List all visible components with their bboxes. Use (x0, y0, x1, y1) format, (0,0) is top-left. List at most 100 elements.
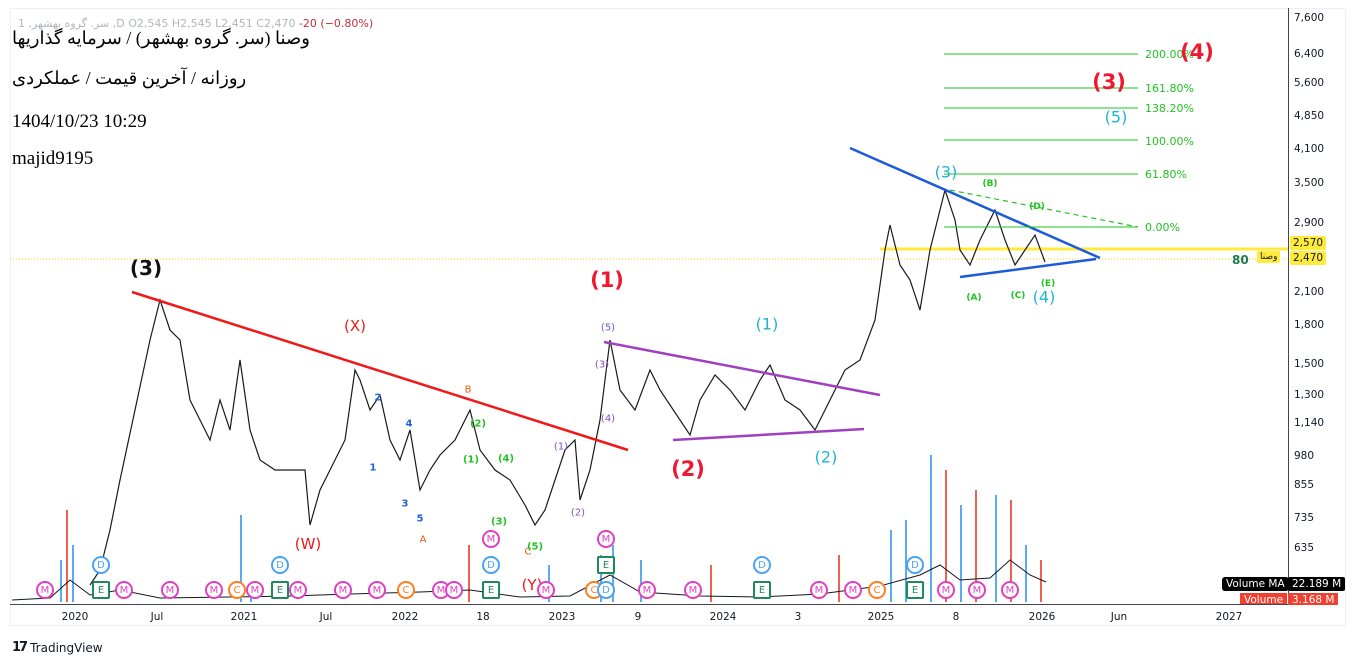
high-value: H2,545 (171, 17, 212, 30)
event-marker-m[interactable]: M (537, 581, 555, 599)
event-marker-m[interactable]: M (445, 581, 463, 599)
event-marker-e[interactable]: E (753, 581, 771, 599)
time-tick: Jul (150, 611, 164, 623)
event-marker-e[interactable]: E (271, 581, 289, 599)
time-tick: Jun (1110, 611, 1128, 623)
event-marker-m[interactable]: M (334, 581, 352, 599)
event-marker-m[interactable]: M (115, 581, 133, 599)
wave-label-red-1: (1) (590, 268, 624, 292)
event-marker-c[interactable]: C (397, 581, 415, 599)
event-marker-m[interactable]: M (597, 530, 615, 548)
event-marker-m[interactable]: M (638, 581, 656, 599)
time-tick: 9 (634, 611, 642, 623)
wave-label-cyan-1: (1) (755, 314, 779, 334)
price-tick: 1,300 (1294, 389, 1325, 401)
event-marker-m[interactable]: M (968, 581, 986, 599)
event-marker-m[interactable]: M (161, 581, 179, 599)
wave-label-cyan-2: (2) (814, 447, 838, 467)
wave-label-C: C (524, 546, 532, 558)
price-tick: 3,500 (1294, 177, 1325, 189)
event-marker-m[interactable]: M (937, 581, 955, 599)
close-value: C2,470 (256, 17, 296, 30)
fib-618: 61.80% (1145, 168, 1187, 181)
event-marker-d[interactable]: D (271, 556, 289, 574)
event-marker-m[interactable]: M (36, 581, 54, 599)
wave-label-green-4: (4) (497, 453, 515, 465)
time-tick: 8 (952, 611, 960, 623)
symbol-interval: سر. گروه بهشهر, 1 ,D (18, 17, 125, 30)
event-marker-m[interactable]: M (810, 581, 828, 599)
event-marker-d[interactable]: D (753, 556, 771, 574)
fib-200: 200.00% (1145, 48, 1194, 61)
volume-bars (60, 455, 1042, 602)
event-marker-d[interactable]: D (597, 581, 615, 599)
event-marker-e[interactable]: E (482, 581, 500, 599)
wave-label-C-sub: (C) (1010, 291, 1026, 301)
chart-date: 1404/10/23 10:29 (12, 111, 147, 132)
time-tick: 2021 (230, 611, 258, 623)
price-tick: 4,100 (1294, 143, 1325, 155)
tradingview-branding[interactable]: 17 TradingView (12, 640, 103, 655)
event-marker-d[interactable]: D (482, 556, 500, 574)
event-marker-m[interactable]: M (368, 581, 386, 599)
event-marker-e[interactable]: E (597, 556, 615, 574)
open-value: O2,545 (128, 17, 169, 30)
wave-label-green-3: (3) (490, 516, 508, 528)
blue-lower-line (959, 257, 1097, 279)
wave-label-green-5: (5) (526, 541, 544, 553)
wave-label-blue-2: 2 (374, 392, 382, 404)
event-marker-m[interactable]: M (246, 581, 264, 599)
fib-0: 0.00% (1145, 221, 1180, 234)
time-tick: 3 (794, 611, 802, 623)
day-high-price-tag: 2,570 (1290, 236, 1327, 250)
symbol-tag: وصنا (1257, 251, 1281, 263)
purple-upper-line (603, 340, 881, 397)
wave-label-red-3: (3) (1092, 70, 1126, 94)
event-marker-c[interactable]: C (868, 581, 886, 599)
fib-161: 161.80% (1145, 82, 1194, 95)
last-price-tag: 2,470 (1290, 251, 1327, 265)
fib-100: 100.00% (1145, 135, 1194, 148)
event-marker-c[interactable]: C (228, 581, 246, 599)
purple-lower-line (672, 427, 865, 442)
event-marker-m[interactable]: M (482, 530, 500, 548)
price-series (89, 187, 1046, 586)
event-marker-m[interactable]: M (844, 581, 862, 599)
time-tick: Jul (319, 611, 333, 623)
red-trendline (131, 290, 629, 452)
price-tick: 1,140 (1294, 417, 1325, 429)
event-marker-m[interactable]: M (684, 581, 702, 599)
wave-label-red-4: (4) (1180, 40, 1214, 64)
event-marker-m[interactable]: M (289, 581, 307, 599)
time-axis[interactable] (10, 604, 1288, 627)
price-tick: 2,100 (1294, 286, 1325, 298)
volume-ma-line (11, 559, 1047, 601)
wave-label-purple-1: (1) (553, 441, 569, 453)
price-tick: 1,500 (1294, 358, 1325, 370)
event-marker-d[interactable]: D (92, 556, 110, 574)
price-tick: 735 (1294, 512, 1315, 524)
fib-lines (944, 53, 1138, 228)
event-marker-m[interactable]: M (1001, 581, 1019, 599)
event-marker-d[interactable]: D (906, 556, 924, 574)
price-plot[interactable] (10, 8, 1288, 604)
price-axis[interactable] (1288, 8, 1347, 604)
volume-ma-value: 22.189 M (1288, 577, 1346, 591)
time-tick: 2022 (391, 611, 419, 623)
wave-label-green-1: (1) (462, 454, 480, 466)
wave-label-black-3: (3) (129, 256, 163, 280)
wave-label-X: (X) (344, 317, 366, 335)
event-marker-m[interactable]: M (205, 581, 223, 599)
price-tick: 6,400 (1294, 48, 1325, 60)
price-tick: 1,800 (1294, 319, 1325, 331)
wave-label-B-sub: (B) (982, 179, 998, 189)
wave-label-A: A (419, 534, 427, 546)
wave-label-D-sub: (D) (1029, 202, 1045, 212)
wave-label-cyan-5: (5) (1104, 107, 1128, 127)
wave-label-blue-4: 4 (405, 418, 413, 430)
change-value: -20 (−0.80%) (298, 17, 374, 30)
low-value: L2,451 (215, 17, 253, 30)
price-tick: 855 (1294, 479, 1315, 491)
event-marker-e[interactable]: E (906, 581, 924, 599)
event-marker-e[interactable]: E (92, 581, 110, 599)
